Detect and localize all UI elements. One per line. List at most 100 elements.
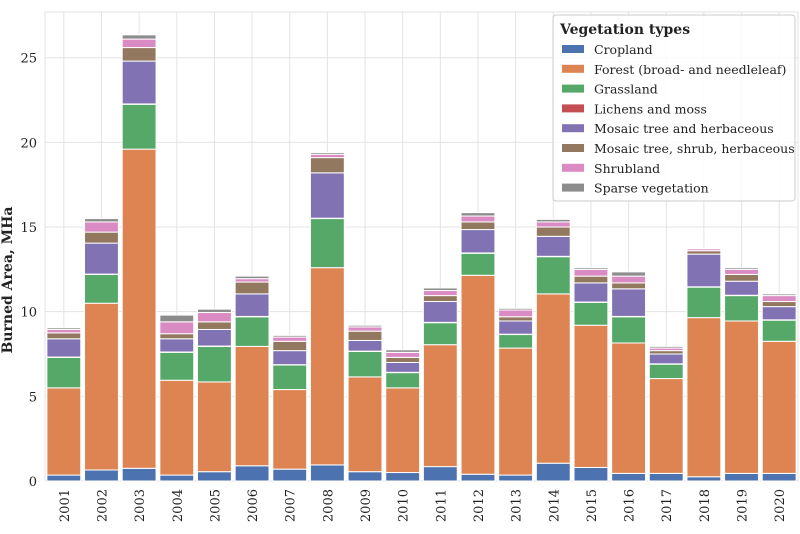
bar-segment-sparse-vegetation-2006: [235, 276, 269, 279]
bar-segment-forest-broad-and-needleleaf--2016: [612, 343, 646, 473]
bar-segment-mosaic-tree-and-herbaceous-2016: [612, 289, 646, 317]
x-tick-label: 2013: [510, 489, 525, 522]
legend-item: Sparse vegetation: [594, 181, 709, 196]
x-tick-label: 2014: [547, 489, 562, 522]
legend-swatch: [562, 144, 584, 152]
bar-segment-mosaic-tree-shrub-herbaceous-2018: [687, 251, 721, 254]
bar-segment-sparse-vegetation-2011: [423, 288, 457, 291]
bar-segment-mosaic-tree-shrub-herbaceous-2016: [612, 283, 646, 289]
bar-segment-forest-broad-and-needleleaf--2017: [649, 379, 683, 474]
bar-segment-mosaic-tree-shrub-herbaceous-2003: [122, 48, 156, 62]
legend-swatch: [562, 164, 584, 172]
legend-item: Grassland: [594, 82, 658, 97]
bar-segment-forest-broad-and-needleleaf--2013: [499, 348, 533, 475]
bar-segment-forest-broad-and-needleleaf--2011: [423, 345, 457, 467]
bar-segment-shrubland-2015: [574, 269, 608, 276]
x-tick-label: 2011: [434, 489, 449, 522]
legend-item: Lichens and moss: [594, 101, 707, 116]
bar-segment-forest-broad-and-needleleaf--2009: [348, 377, 382, 472]
y-tick-label: 5: [29, 390, 37, 405]
bar-segment-cropland-2020: [762, 473, 796, 481]
bar-segment-sparse-vegetation-2009: [348, 325, 382, 327]
bar-segment-cropland-2006: [235, 466, 269, 481]
x-tick-label: 2018: [698, 489, 713, 522]
bar-segment-sparse-vegetation-2016: [612, 272, 646, 276]
bar-segment-shrubland-2001: [47, 329, 81, 332]
bar-segment-shrubland-2002: [85, 222, 119, 232]
bar-segment-mosaic-tree-shrub-herbaceous-2017: [649, 351, 683, 354]
bar-segment-mosaic-tree-and-herbaceous-2015: [574, 283, 608, 302]
bar-segment-mosaic-tree-shrub-herbaceous-2009: [348, 331, 382, 340]
bar-segment-cropland-2002: [85, 470, 119, 481]
x-tick-label: 2007: [284, 489, 299, 522]
bar-segment-cropland-2019: [725, 473, 759, 481]
bar-segment-mosaic-tree-shrub-herbaceous-2007: [273, 341, 307, 350]
bar-segment-grassland-2006: [235, 317, 269, 347]
bar-segment-shrubland-2007: [273, 337, 307, 341]
bar-segment-grassland-2003: [122, 104, 156, 149]
bar-segment-sparse-vegetation-2007: [273, 335, 307, 337]
bar-segment-cropland-2018: [687, 477, 721, 481]
bar-segment-sparse-vegetation-2015: [574, 268, 608, 270]
bar-segment-cropland-2015: [574, 467, 608, 481]
bar-segment-mosaic-tree-shrub-herbaceous-2005: [197, 322, 231, 330]
bar-segment-shrubland-2012: [461, 216, 495, 222]
bar-segment-mosaic-tree-shrub-herbaceous-2011: [423, 296, 457, 302]
bar-segment-grassland-2007: [273, 365, 307, 390]
bar-segment-forest-broad-and-needleleaf--2007: [273, 390, 307, 470]
x-tick-label: 2016: [623, 489, 638, 522]
bar-segment-cropland-2007: [273, 469, 307, 481]
bar-segment-shrubland-2014: [536, 222, 570, 227]
bar-segment-mosaic-tree-shrub-herbaceous-2015: [574, 276, 608, 283]
bar-segment-mosaic-tree-shrub-herbaceous-2012: [461, 222, 495, 230]
bar-segment-forest-broad-and-needleleaf--2008: [310, 268, 344, 465]
legend-item: Mosaic tree and herbaceous: [594, 121, 774, 136]
bar-segment-sparse-vegetation-2005: [197, 309, 231, 312]
bar-segment-cropland-2001: [47, 475, 81, 481]
bar-segment-sparse-vegetation-2013: [499, 308, 533, 310]
x-tick-label: 2020: [773, 489, 788, 522]
bar-segment-sparse-vegetation-2001: [47, 328, 81, 330]
legend-item: Mosaic tree, shrub, herbaceous: [594, 141, 795, 156]
bar-segment-mosaic-tree-and-herbaceous-2008: [310, 173, 344, 218]
bar-segment-cropland-2003: [122, 468, 156, 481]
bar-segment-sparse-vegetation-2014: [536, 219, 570, 222]
bar-segment-mosaic-tree-shrub-herbaceous-2002: [85, 232, 119, 243]
bar-segment-mosaic-tree-and-herbaceous-2001: [47, 339, 81, 357]
bar-segment-mosaic-tree-and-herbaceous-2018: [687, 254, 721, 287]
bar-segment-grassland-2014: [536, 257, 570, 294]
x-tick-label: 2003: [133, 489, 148, 522]
bar-segment-sparse-vegetation-2003: [122, 35, 156, 39]
bar-segment-grassland-2009: [348, 351, 382, 376]
legend-swatch: [562, 104, 584, 112]
y-axis-label: Burned Area, MHa: [0, 207, 16, 354]
bar-segment-grassland-2010: [386, 373, 420, 388]
legend-item: Cropland: [594, 42, 653, 57]
bar-segment-shrubland-2020: [762, 296, 796, 302]
bar-segment-grassland-2011: [423, 323, 457, 345]
bar-segment-sparse-vegetation-2010: [386, 350, 420, 353]
bar-segment-shrubland-2003: [122, 39, 156, 47]
x-tick-label: 2006: [246, 489, 261, 522]
legend-item: Shrubland: [594, 161, 660, 176]
legend-swatch: [562, 85, 584, 93]
bar-segment-cropland-2017: [649, 473, 683, 481]
bar-segment-mosaic-tree-and-herbaceous-2014: [536, 236, 570, 256]
x-tick-label: 2012: [472, 489, 487, 522]
bar-segment-sparse-vegetation-2018: [687, 248, 721, 249]
y-tick-label: 20: [20, 136, 37, 151]
bar-segment-mosaic-tree-and-herbaceous-2005: [197, 329, 231, 346]
bar-segment-shrubland-2016: [612, 276, 646, 283]
bar-segment-sparse-vegetation-2017: [649, 346, 683, 348]
y-tick-label: 15: [20, 221, 37, 236]
bar-segment-mosaic-tree-shrub-herbaceous-2006: [235, 282, 269, 294]
bar-segment-cropland-2009: [348, 472, 382, 481]
bar-segment-cropland-2005: [197, 472, 231, 481]
bar-segment-shrubland-2009: [348, 327, 382, 331]
x-tick-label: 2008: [321, 489, 336, 522]
bar-segment-mosaic-tree-shrub-herbaceous-2010: [386, 357, 420, 362]
y-tick-label: 0: [29, 475, 37, 490]
bar-segment-sparse-vegetation-2008: [310, 153, 344, 155]
bar-segment-mosaic-tree-and-herbaceous-2017: [649, 354, 683, 364]
